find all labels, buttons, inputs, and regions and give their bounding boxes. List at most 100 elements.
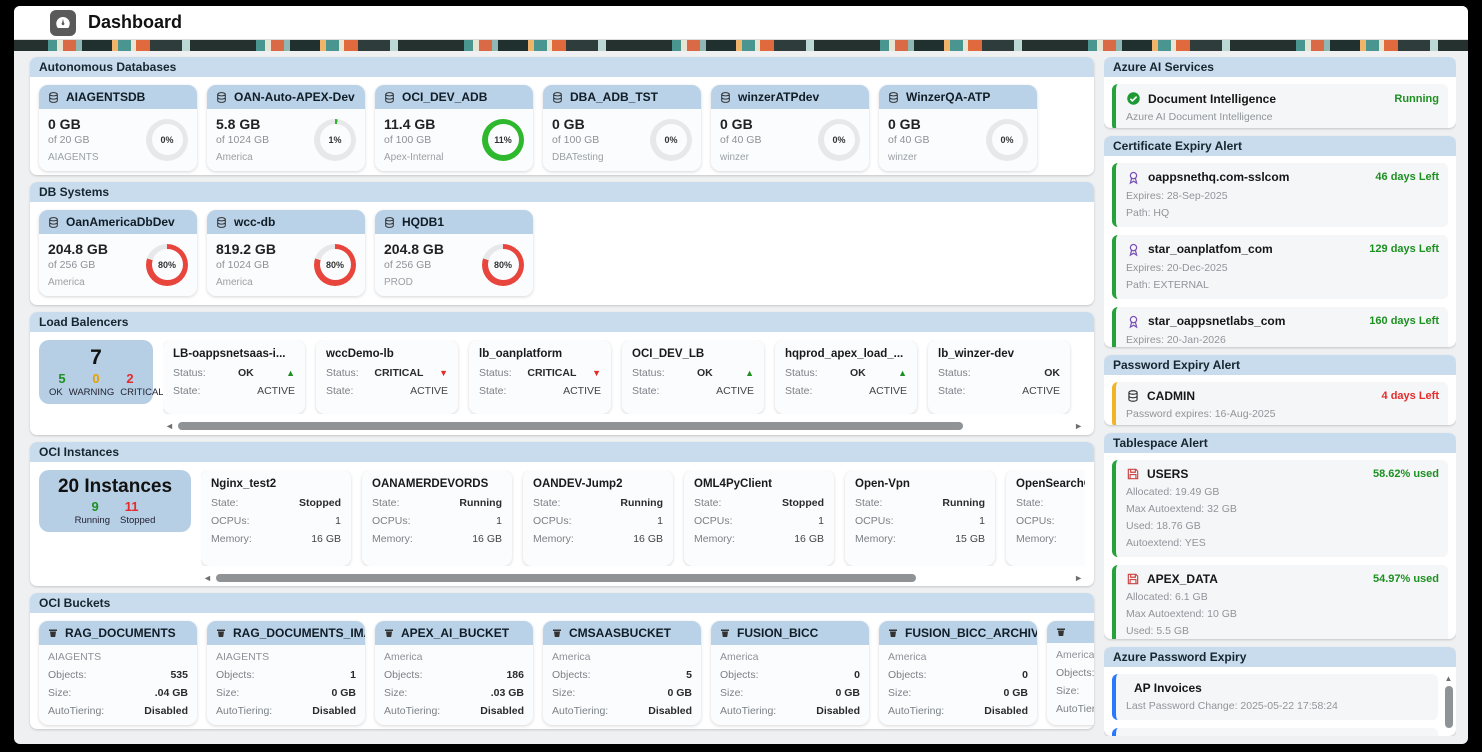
dbsystem-name: HQDB1 bbox=[402, 215, 445, 230]
dbsystem-card[interactable]: OanAmericaDbDev 204.8 GB of 256 GB America… bbox=[39, 210, 197, 297]
bucket-name: CMSAASBUCKET bbox=[569, 626, 671, 641]
days-left: 160 days Left bbox=[1369, 315, 1439, 328]
certificate-item[interactable]: oappsnethq.com-sslcom 46 days Left Expir… bbox=[1112, 162, 1448, 227]
scrollbar-thumb[interactable] bbox=[1444, 685, 1453, 728]
bucket-card[interactable]: RAG_DOCUMENTS AIAGENTS Objects: 535 Size:… bbox=[39, 621, 197, 726]
bucket-card[interactable]: CMSAASBUCKET America Objects: 5 Size: 0 GB… bbox=[543, 621, 701, 726]
lb-card[interactable]: OCI_DEV_LB Status: OK ▲ State: ACTIVE bbox=[622, 339, 764, 414]
bucket-card[interactable]: America Objects: Size: AutoTiering: bbox=[1047, 621, 1094, 726]
database-icon bbox=[215, 216, 228, 229]
used-percent: 54.97% used bbox=[1372, 572, 1439, 585]
dbsystem-card[interactable]: HQDB1 204.8 GB of 256 GB PROD 80% bbox=[375, 210, 533, 297]
tablespace-item[interactable]: USERS 58.62% used Allocated: 19.49 GB Ma… bbox=[1112, 459, 1448, 557]
allocated: Allocated: 19.49 GB bbox=[1126, 485, 1220, 498]
lb-ok-count: 5 bbox=[58, 370, 66, 386]
scroll-left-icon[interactable]: ◄ bbox=[203, 572, 212, 583]
top-bar: Dashboard bbox=[14, 6, 1468, 40]
tablespace-item[interactable]: APEX_DATA 54.97% used Allocated: 6.1 GB … bbox=[1112, 564, 1448, 639]
lb-card[interactable]: hqprod_apex_load_... Status: OK ▲ State: AC… bbox=[775, 339, 917, 414]
instance-card[interactable]: OML4PyClient State: Stopped OCPUs: 1 Memor… bbox=[684, 469, 834, 566]
section-title-oci-instances: OCI Instances bbox=[30, 441, 1094, 462]
instance-card[interactable]: OANDEV-Jump2 State: Running OCPUs: 1 Memor… bbox=[523, 469, 673, 566]
compartment: America bbox=[216, 277, 253, 289]
usage-percent: 0% bbox=[991, 124, 1023, 155]
section-title-azure-ai: Azure AI Services bbox=[1104, 57, 1456, 77]
last-password-change: Last Password Change: 2025-05-22 17:58:2… bbox=[1126, 699, 1338, 712]
used-percent: 58.62% used bbox=[1372, 467, 1439, 480]
instance-state: Stopped bbox=[782, 496, 824, 509]
adb-card[interactable]: WinzerQA-ATP 0 GB of 40 GB winzer 0% bbox=[879, 85, 1037, 171]
bucket-card[interactable]: FUSION_BICC America Objects: 0 Size: 0 GB … bbox=[711, 621, 869, 726]
adb-card[interactable]: OAN-Auto-APEX-Dev 5.8 GB of 1024 GB Americ… bbox=[207, 85, 365, 171]
usage-ring: 0% bbox=[146, 118, 188, 161]
used-storage: 0 GB bbox=[552, 116, 585, 132]
adb-card[interactable]: AIAGENTSDB 0 GB of 20 GB AIAGENTS 0% bbox=[39, 85, 197, 171]
usage-ring: 80% bbox=[146, 243, 188, 286]
certificate-icon bbox=[1126, 170, 1141, 185]
lb-horizontal-scrollbar[interactable]: ◄ ► bbox=[163, 421, 1085, 431]
instances-horizontal-scrollbar[interactable]: ◄ ► bbox=[201, 573, 1085, 583]
instance-card[interactable]: OpenSearchConnectVM State:Stopped OCPUs:… bbox=[1006, 469, 1085, 566]
vertical-scrollbar[interactable]: ▲ bbox=[1444, 673, 1453, 736]
adb-card[interactable]: OCI_DEV_ADB 11.4 GB of 100 GB Apex-Interna… bbox=[375, 85, 533, 171]
lb-card[interactable]: lb_oanplatform Status: CRITICAL ▼ State: AC… bbox=[469, 339, 611, 414]
bucket-card[interactable]: FUSION_BICC_ARCHIVE America Objects: 0 Si… bbox=[879, 621, 1037, 726]
database-icon bbox=[1126, 389, 1140, 403]
lb-card[interactable]: LB-oappsnetsaas-i... Status: OK ▲ State: AC… bbox=[163, 339, 305, 414]
password-expiry-panel: Password Expiry Alert CADMIN 4 days Left… bbox=[1104, 355, 1456, 425]
lb-state: ACTIVE bbox=[716, 384, 754, 397]
used-storage: 204.8 GB bbox=[48, 241, 108, 258]
used-storage: 5.8 GB bbox=[216, 116, 261, 132]
adb-card[interactable]: DBA_ADB_TST 0 GB of 100 GB DBATesting 0% bbox=[543, 85, 701, 171]
section-title-tablespace: Tablespace Alert bbox=[1104, 432, 1456, 453]
adb-name: WinzerQA-ATP bbox=[906, 90, 991, 104]
bucket-name: RAG_DOCUMENTS bbox=[65, 626, 176, 641]
usage-percent: 11% bbox=[487, 124, 519, 155]
bucket-region: America bbox=[720, 651, 759, 664]
scroll-right-icon[interactable]: ► bbox=[1074, 420, 1083, 431]
bucket-region: America bbox=[384, 651, 423, 664]
dbsystem-card[interactable]: wcc-db 819.2 GB of 1024 GB America 80% bbox=[207, 210, 365, 297]
oci-buckets-panel: OCI Buckets RAG_DOCUMENTS AIAGENTS Objec… bbox=[30, 593, 1094, 729]
compartment: AIAGENTS bbox=[48, 152, 99, 163]
lb-state: ACTIVE bbox=[257, 384, 295, 397]
lb-critical-label: CRITICAL bbox=[120, 386, 164, 398]
azure-password-expiry-panel: Azure Password Expiry AP Invoices Last P… bbox=[1104, 646, 1456, 736]
scroll-left-icon[interactable]: ◄ bbox=[165, 420, 174, 431]
usage-ring: 0% bbox=[650, 118, 692, 161]
lb-status: CRITICAL bbox=[527, 366, 577, 379]
db-systems-panel: DB Systems OanAmericaDbDev 204.8 GB of 25… bbox=[30, 182, 1094, 305]
certificate-item[interactable]: star_oanplatfom_com 129 days Left Expire… bbox=[1112, 234, 1448, 299]
bucket-card[interactable]: RAG_DOCUMENTS_IMA... AIAGENTS Objects:1 … bbox=[207, 621, 365, 726]
instance-card[interactable]: Open-Vpn State: Running OCPUs: 1 Memory: 15… bbox=[845, 469, 995, 566]
instance-card[interactable]: OANAMERDEVORDS State: Running OCPUs: 1 Mem… bbox=[362, 469, 512, 566]
password-expiry-item[interactable]: CADMIN 4 days Left Password expires: 16-… bbox=[1112, 382, 1448, 425]
bucket-region: America bbox=[552, 651, 591, 664]
azure-password-item[interactable] bbox=[1112, 727, 1438, 736]
lb-card[interactable]: wccDemo-lb Status: CRITICAL ▼ State: ACTIVE bbox=[316, 339, 458, 414]
days-left: 46 days Left bbox=[1375, 171, 1439, 184]
expiry-date: Expires: 20-Jan-2026 bbox=[1126, 333, 1226, 346]
instance-card[interactable]: Nginx_test2 State: Stopped OCPUs: 1 Memory… bbox=[201, 469, 351, 566]
azure-ai-service-item[interactable]: Document Intelligence Running Azure AI D… bbox=[1112, 84, 1448, 128]
compartment: PROD bbox=[384, 277, 413, 289]
bucket-icon bbox=[47, 627, 59, 639]
adb-card[interactable]: winzerATPdev 0 GB of 40 GB winzer 0% bbox=[711, 85, 869, 171]
bucket-card[interactable]: APEX_AI_BUCKET America Objects: 186 Size:… bbox=[375, 621, 533, 726]
scrollbar-thumb[interactable] bbox=[177, 421, 964, 430]
scroll-right-icon[interactable]: ► bbox=[1074, 572, 1083, 583]
scroll-up-icon[interactable]: ▲ bbox=[1444, 673, 1453, 683]
certificate-item[interactable]: star_oappsnetlabs_com 160 days Left Expi… bbox=[1112, 306, 1448, 348]
autoextend: Autoextend: YES bbox=[1126, 536, 1206, 549]
trend-down-icon: ▼ bbox=[439, 367, 448, 378]
dbsystem-name: wcc-db bbox=[234, 215, 276, 230]
azure-ai-services-panel: Azure AI Services Document Intelligence … bbox=[1104, 57, 1456, 128]
password-expiry-date: Password expires: 16-Aug-2025 bbox=[1126, 408, 1276, 421]
azure-password-item[interactable]: AP Invoices Last Password Change: 2025-0… bbox=[1112, 673, 1438, 720]
lb-state: ACTIVE bbox=[563, 384, 601, 397]
lb-status: OK bbox=[238, 366, 254, 379]
disk-icon bbox=[1126, 467, 1140, 481]
scrollbar-thumb[interactable] bbox=[215, 573, 917, 582]
lb-card[interactable]: lb_winzer-dev Status: OK State: ACTIVE bbox=[928, 339, 1070, 414]
